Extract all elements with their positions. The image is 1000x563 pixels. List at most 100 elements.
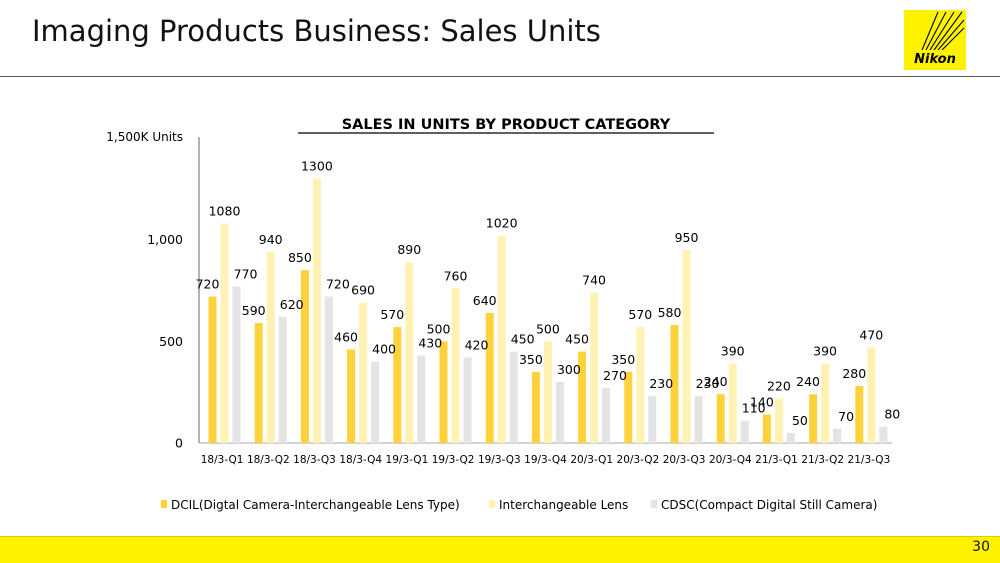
nikon-logo: Nikon xyxy=(904,10,966,70)
bar xyxy=(324,296,333,443)
bar xyxy=(232,286,241,443)
bar xyxy=(451,288,460,443)
bar xyxy=(740,420,749,443)
data-label: 590 xyxy=(242,303,266,318)
sales-units-chart: SALES IN UNITS BY PRODUCT CATEGORY 1,500… xyxy=(106,117,901,512)
data-label: 1080 xyxy=(209,203,241,218)
data-label: 80 xyxy=(884,407,900,422)
data-label: 570 xyxy=(628,307,652,322)
bar xyxy=(417,355,426,443)
page-title: Imaging Products Business: Sales Units xyxy=(32,14,601,48)
data-label: 620 xyxy=(280,297,304,312)
data-label: 140 xyxy=(750,395,774,410)
y-tick-label: 0 xyxy=(175,436,183,451)
data-label: 390 xyxy=(721,344,745,359)
bar xyxy=(463,357,472,443)
x-tick-label: 21/3-Q3 xyxy=(848,454,891,466)
data-label: 430 xyxy=(418,336,442,351)
data-label: 640 xyxy=(473,293,497,308)
x-tick-label: 20/3-Q3 xyxy=(663,454,706,466)
bar xyxy=(833,428,842,443)
bar xyxy=(670,325,679,443)
bar xyxy=(393,327,402,443)
chart-title: SALES IN UNITS BY PRODUCT CATEGORY xyxy=(342,117,671,133)
data-label: 580 xyxy=(658,305,682,320)
data-label: 420 xyxy=(465,338,489,353)
data-label: 390 xyxy=(813,344,837,359)
bar xyxy=(774,398,783,443)
x-tick-label: 18/3-Q3 xyxy=(293,454,336,466)
bar xyxy=(636,327,645,443)
bar xyxy=(300,270,309,443)
x-tick-label: 18/3-Q2 xyxy=(247,454,290,466)
bar xyxy=(208,296,217,443)
bar xyxy=(405,262,414,443)
data-label: 690 xyxy=(351,283,375,298)
data-label: 50 xyxy=(792,413,808,428)
page-number: 30 xyxy=(972,539,990,555)
bar xyxy=(821,363,830,443)
data-label: 350 xyxy=(611,352,635,367)
data-label: 470 xyxy=(859,327,883,342)
data-label: 500 xyxy=(536,321,560,336)
data-label: 450 xyxy=(565,332,589,347)
y-tick-label: 1,000 xyxy=(147,232,183,247)
x-tick-label: 21/3-Q2 xyxy=(801,454,844,466)
bar xyxy=(497,235,506,443)
data-label: 890 xyxy=(397,242,421,257)
y-axis-unit-label: 1,500K Units xyxy=(106,130,183,144)
data-label: 240 xyxy=(796,374,820,389)
value-labels: 720 1080 770 590 940 620 850 1300 720 460 690 400 57… xyxy=(196,159,901,428)
x-tick-label: 19/3-Q1 xyxy=(386,454,429,466)
bar xyxy=(359,302,368,443)
bar xyxy=(578,351,587,443)
bar xyxy=(509,351,518,443)
data-label: 300 xyxy=(557,362,581,377)
bar xyxy=(728,363,737,443)
data-label: 500 xyxy=(427,321,451,336)
bar xyxy=(716,394,725,443)
bar xyxy=(371,361,380,443)
data-label: 110 xyxy=(742,401,766,416)
data-label: 720 xyxy=(326,277,350,292)
bar xyxy=(439,341,448,443)
bar xyxy=(648,396,657,443)
x-tick-label: 21/3-Q1 xyxy=(755,454,798,466)
legend-label: DCIL(Digtal Camera-Interchangeable Lens … xyxy=(171,498,460,512)
data-label: 760 xyxy=(444,268,468,283)
x-tick-label: 18/3-Q1 xyxy=(201,454,244,466)
bar xyxy=(694,396,703,443)
bar xyxy=(855,386,864,443)
data-label: 230 xyxy=(649,376,673,391)
bottom-rule xyxy=(0,536,1000,537)
data-label: 70 xyxy=(838,409,854,424)
data-label: 720 xyxy=(196,277,220,292)
data-label: 350 xyxy=(519,352,543,367)
bar xyxy=(543,341,552,443)
bar xyxy=(809,394,818,443)
legend-swatch xyxy=(489,500,495,508)
bar xyxy=(602,388,611,443)
legend-swatch xyxy=(161,500,167,508)
legend-label: Interchangeable Lens xyxy=(499,498,628,512)
data-label: 1300 xyxy=(301,159,333,174)
bar xyxy=(786,432,795,443)
bar xyxy=(531,371,540,443)
bar xyxy=(485,312,494,443)
x-tick-label: 18/3-Q4 xyxy=(339,454,382,466)
x-tick-labels: 18/3-Q1 18/3-Q2 18/3-Q3 18/3-Q4 19/3-Q1 19/3-… xyxy=(201,454,891,466)
x-tick-label: 20/3-Q2 xyxy=(617,454,660,466)
data-label: 270 xyxy=(603,368,627,383)
bar xyxy=(879,426,888,443)
bar xyxy=(762,414,771,443)
data-label: 280 xyxy=(842,366,866,381)
bar xyxy=(624,371,633,443)
legend: DCIL(Digtal Camera-Interchangeable Lens … xyxy=(161,498,877,512)
data-label: 220 xyxy=(767,378,791,393)
nikon-logo-text: Nikon xyxy=(914,52,956,67)
x-tick-label: 20/3-Q1 xyxy=(570,454,613,466)
bar xyxy=(555,382,564,443)
data-label: 240 xyxy=(704,374,728,389)
data-label: 940 xyxy=(259,232,283,247)
data-label: 740 xyxy=(582,273,606,288)
